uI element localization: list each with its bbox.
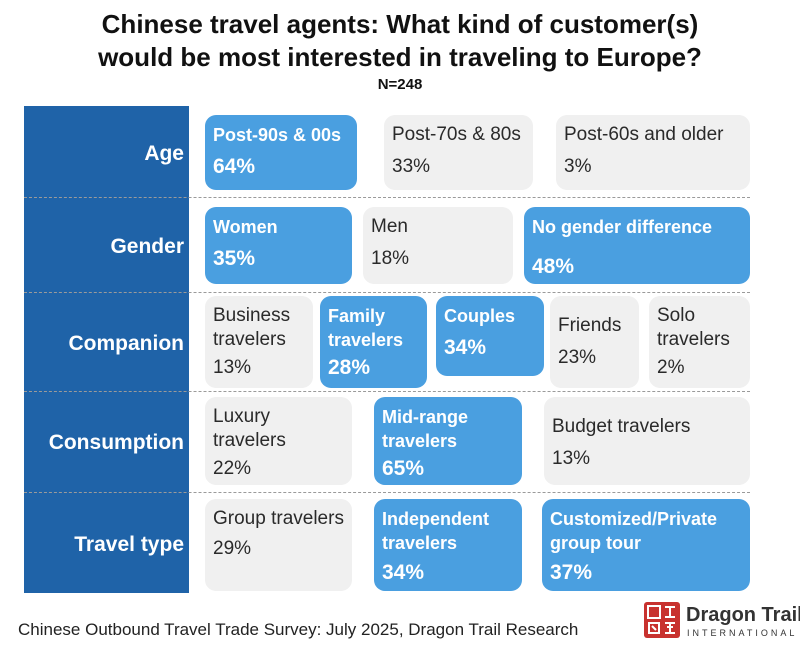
category-box-family-travelers: Family travelers 28%: [320, 296, 427, 388]
row-label-age: Age: [144, 142, 184, 165]
category-name: Post-70s & 80s: [392, 124, 521, 145]
category-name: No gender difference: [532, 217, 713, 237]
logo-name: Dragon Trail: [686, 604, 800, 626]
category-name: Friends: [558, 315, 622, 336]
category-percent: 33%: [392, 156, 431, 177]
category-percent: 3%: [564, 156, 592, 177]
category-name: Luxury travelers: [213, 406, 286, 451]
category-name: Solo travelers: [657, 305, 730, 350]
source-note: Chinese Outbound Travel Trade Survey: Ju…: [18, 620, 579, 639]
category-name: Post-90s & 00s: [213, 125, 342, 145]
category-percent: 34%: [382, 561, 425, 584]
category-box-post-70s: Post-70s & 80s 33%: [384, 115, 533, 190]
row-label-travel-type: Travel type: [74, 533, 184, 556]
category-box-customized-private-group-tour: Customized/Private group tour 37%: [542, 499, 750, 591]
category-box-solo-travelers: Solo travelers 2%: [649, 296, 750, 388]
category-percent: 18%: [371, 248, 410, 269]
category-percent: 2%: [657, 357, 685, 378]
category-box-women: Women 35%: [205, 207, 352, 284]
divider: [24, 292, 750, 293]
category-name: Women: [213, 217, 278, 237]
category-box-couples: Couples 34%: [436, 296, 544, 376]
category-name: Men: [371, 216, 408, 237]
chart-title: Chinese travel agents: What kind of cust…: [0, 8, 800, 74]
category-percent: 22%: [213, 458, 252, 479]
category-percent: 65%: [382, 457, 425, 480]
divider: [24, 391, 750, 392]
row-label-companion: Companion: [68, 332, 185, 355]
category-name: Couples: [444, 306, 516, 326]
category-name: Post-60s and older: [564, 124, 724, 145]
category-percent: 37%: [550, 561, 593, 584]
category-percent: 34%: [444, 336, 487, 359]
divider: [24, 197, 750, 198]
category-percent: 48%: [532, 255, 575, 278]
category-percent: 13%: [213, 357, 252, 378]
chart-title-line-1: Chinese travel agents: What kind of cust…: [101, 9, 699, 39]
chart-subtitle: N=248: [377, 76, 423, 93]
row-header-panel: [24, 106, 189, 593]
category-percent: 35%: [213, 247, 256, 270]
category-name: Independent travelers: [382, 509, 489, 553]
chart-title-line-2: would be most interested in traveling to…: [98, 42, 702, 72]
divider: [24, 492, 750, 493]
category-box-friends: Friends 23%: [550, 296, 639, 388]
category-percent: 23%: [558, 347, 597, 368]
category-percent: 29%: [213, 538, 252, 559]
category-box-men: Men 18%: [363, 207, 513, 284]
category-name: Customized/Private group tour: [550, 509, 718, 553]
category-box-group-travelers: Group travelers 29%: [205, 499, 352, 591]
category-box-mid-range-travelers: Mid-range travelers 65%: [374, 397, 522, 485]
category-name: Mid-range travelers: [382, 407, 469, 451]
category-percent: 13%: [552, 448, 591, 469]
category-percent: 64%: [213, 155, 256, 178]
row-label-gender: Gender: [110, 235, 184, 258]
category-box-post-90s: Post-90s & 00s 64%: [205, 115, 357, 190]
category-box-budget-travelers: Budget travelers 13%: [544, 397, 750, 485]
category-box-independent-travelers: Independent travelers 34%: [374, 499, 522, 591]
category-box-no-gender-difference: No gender difference 48%: [524, 207, 750, 284]
category-name: Budget travelers: [552, 416, 691, 437]
category-name: Family travelers: [328, 306, 404, 350]
category-percent: 28%: [328, 356, 371, 379]
category-box-luxury-travelers: Luxury travelers 22%: [205, 397, 352, 485]
logo-subtitle: INTERNATIONAL: [687, 628, 798, 638]
dragon-trail-seal-icon: [644, 602, 680, 638]
row-label-consumption: Consumption: [48, 431, 184, 454]
category-name: Group travelers: [213, 508, 344, 529]
category-box-business-travelers: Business travelers 13%: [205, 296, 313, 388]
logo: Dragon Trail INTERNATIONAL: [644, 602, 800, 642]
category-box-post-60s: Post-60s and older 3%: [556, 115, 750, 190]
category-name: Business travelers: [213, 305, 291, 350]
